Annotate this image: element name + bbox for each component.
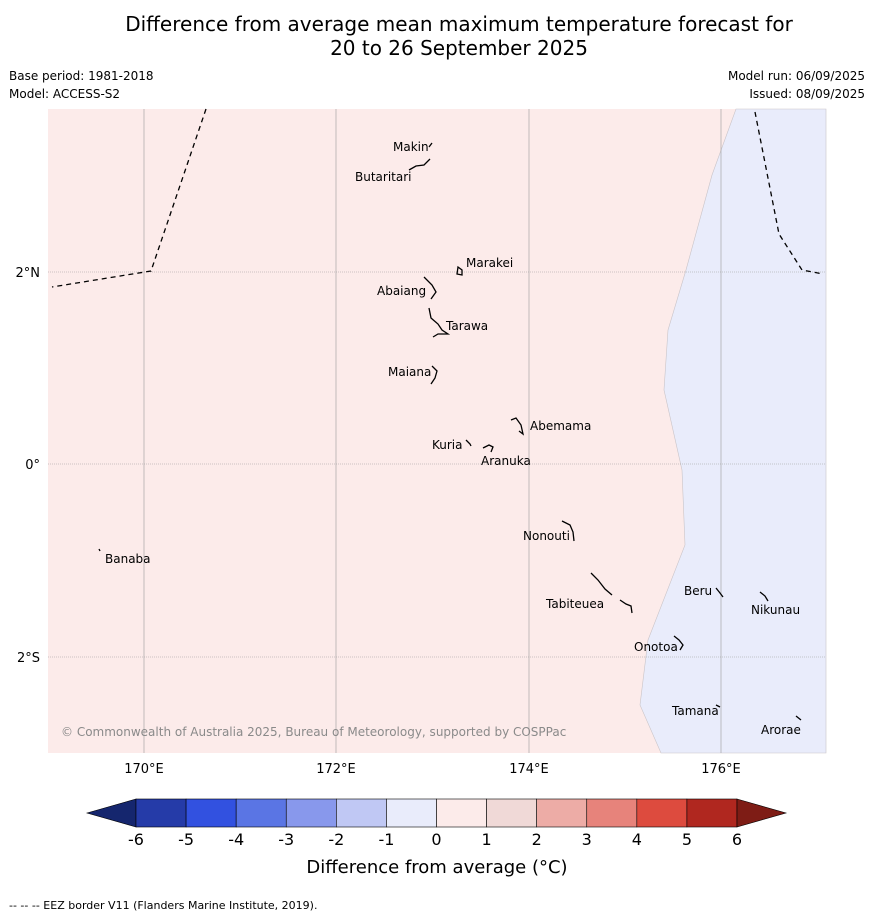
lon-label-170e: 170°E bbox=[124, 762, 164, 777]
model-name: Model: ACCESS-S2 bbox=[9, 87, 121, 101]
colorbar-tick-label: -6 bbox=[128, 830, 144, 849]
colorbar-tick-label: 3 bbox=[582, 830, 592, 849]
island-aranuka bbox=[482, 444, 494, 453]
island-banaba bbox=[98, 548, 101, 552]
meta-left: Base period: 1981-2018 Model: ACCESS-S2 bbox=[9, 67, 154, 103]
colorbar-bin bbox=[536, 798, 588, 828]
colorbar-over-arrow bbox=[736, 798, 788, 828]
title-line-1: Difference from average mean maximum tem… bbox=[125, 12, 793, 36]
island-beru bbox=[715, 587, 724, 598]
place-label-abemama: Abemama bbox=[530, 419, 591, 433]
island-marakei bbox=[456, 265, 463, 276]
island-maiana bbox=[430, 365, 438, 385]
colorbar-bin bbox=[436, 798, 487, 828]
island-tarawa bbox=[428, 307, 451, 338]
colorbar-bin bbox=[135, 798, 187, 828]
island-nikunau bbox=[759, 591, 769, 602]
colorbar-label: Difference from average (°C) bbox=[306, 857, 567, 878]
colorbar-tick-label: -2 bbox=[328, 830, 344, 849]
colorbar-bin bbox=[586, 798, 638, 828]
colorbar-tick-label: -5 bbox=[178, 830, 194, 849]
island-nonouti bbox=[561, 520, 575, 542]
place-label-tamana: Tamana bbox=[671, 704, 719, 718]
island-onotoa bbox=[673, 635, 684, 651]
lon-label-174e: 174°E bbox=[509, 762, 549, 777]
place-label-tabiteuea: Tabiteuea bbox=[545, 597, 604, 611]
colorbar-tick-label: 6 bbox=[732, 830, 742, 849]
island-abaiang bbox=[423, 276, 437, 300]
island-butaritari bbox=[408, 158, 431, 171]
title-line-2: 20 to 26 September 2025 bbox=[330, 36, 588, 60]
islands bbox=[98, 142, 802, 721]
place-label-tarawa: Tarawa bbox=[445, 319, 488, 333]
place-label-banaba: Banaba bbox=[105, 552, 151, 566]
gridlines bbox=[48, 109, 826, 753]
colorbar-bin bbox=[386, 798, 437, 828]
colorbar-tick-label: 5 bbox=[682, 830, 692, 849]
colorbar-tick-label: 1 bbox=[481, 830, 491, 849]
model-run: Model run: 06/09/2025 bbox=[727, 69, 865, 83]
place-label-kuria: Kuria bbox=[432, 438, 463, 452]
copyright-notice: © Commonwealth of Australia 2025, Bureau… bbox=[61, 725, 566, 739]
colorbar-bin bbox=[285, 798, 337, 828]
eez-footnote: -- -- -- EEZ border V11 (Flanders Marine… bbox=[9, 899, 318, 912]
colorbar-tick-label: 0 bbox=[431, 830, 441, 849]
island-tabiteuea bbox=[590, 572, 633, 614]
place-label-marakei: Marakei bbox=[466, 256, 513, 270]
place-label-makin: Makin bbox=[393, 140, 429, 154]
lon-label-172e: 172°E bbox=[316, 762, 356, 777]
colorbar-tick-label: 4 bbox=[632, 830, 642, 849]
colorbar-bin bbox=[636, 798, 688, 828]
island-kuria bbox=[465, 439, 472, 447]
colorbar-tick-label: -3 bbox=[278, 830, 294, 849]
colorbar-bin bbox=[486, 798, 537, 828]
map-title: Difference from average mean maximum tem… bbox=[0, 12, 873, 60]
lat-label-2s: 2°S bbox=[17, 651, 40, 666]
lat-label-2n: 2°N bbox=[16, 266, 41, 281]
eez-border bbox=[51, 108, 824, 288]
colorbar: -6 -5 -4 -3 -2 -1 0 1 2 3 4 5 6 Difference from aver… bbox=[85, 798, 788, 878]
issued-date: Issued: 08/09/2025 bbox=[749, 87, 865, 101]
base-period: Base period: 1981-2018 bbox=[9, 69, 154, 83]
place-label-nonouti: Nonouti bbox=[523, 529, 570, 543]
island-abemama bbox=[510, 417, 525, 436]
colorbar-bin bbox=[185, 798, 237, 828]
place-label-beru: Beru bbox=[684, 584, 712, 598]
colorbar-bin bbox=[235, 798, 287, 828]
place-label-arorae: Arorae bbox=[761, 723, 801, 737]
map-panel-east bbox=[639, 108, 827, 754]
colorbar-under-arrow bbox=[85, 798, 137, 828]
island-tamana bbox=[715, 704, 721, 708]
colorbar-bin bbox=[336, 798, 387, 828]
colorbar-tick-label: 2 bbox=[532, 830, 542, 849]
colorbar-tick-label: -1 bbox=[378, 830, 394, 849]
colorbar-bin bbox=[686, 798, 738, 828]
place-label-aranuka: Aranuka bbox=[481, 454, 531, 468]
colorbar-tick-label: -4 bbox=[228, 830, 244, 849]
lat-label-0: 0° bbox=[25, 458, 40, 473]
place-label-butaritari: Butaritari bbox=[355, 170, 412, 184]
place-label-maiana: Maiana bbox=[388, 365, 431, 379]
meta-right: Model run: 06/09/2025 Issued: 08/09/2025 bbox=[728, 67, 865, 103]
place-label-onotoa: Onotoa bbox=[634, 640, 678, 654]
lon-label-176e: 176°E bbox=[701, 762, 741, 777]
place-label-abaiang: Abaiang bbox=[377, 284, 426, 298]
island-arorae bbox=[795, 715, 802, 721]
place-label-nikunau: Nikunau bbox=[751, 603, 800, 617]
island-makin bbox=[428, 142, 433, 148]
